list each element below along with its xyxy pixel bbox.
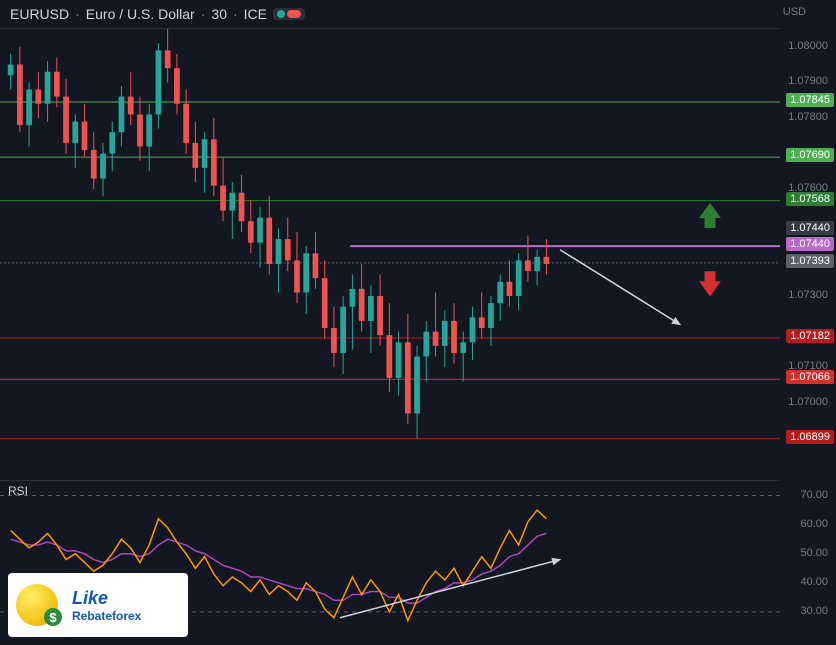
rsi-axis[interactable]: 70.0060.0050.0040.0030.00 (780, 480, 836, 640)
thumbs-up-icon (16, 584, 58, 626)
watermark-line2: Rebateforex (72, 609, 141, 623)
symbol[interactable]: EURUSD (10, 6, 69, 22)
exchange: ICE (244, 6, 267, 22)
symbol-desc: Euro / U.S. Dollar (86, 6, 195, 22)
price-chart[interactable] (0, 28, 780, 473)
ohlc-badge (273, 8, 305, 20)
currency-label: USD (783, 6, 806, 18)
watermark-logo: Like Rebateforex (8, 573, 188, 637)
overlay-layer (0, 29, 780, 474)
price-axis[interactable]: 1.080001.079001.078001.076001.073001.071… (780, 28, 836, 473)
watermark-line1: Like (72, 588, 141, 609)
interval[interactable]: 30 (211, 6, 227, 22)
chart-header: EURUSD · Euro / U.S. Dollar · 30 · ICE (10, 6, 305, 22)
